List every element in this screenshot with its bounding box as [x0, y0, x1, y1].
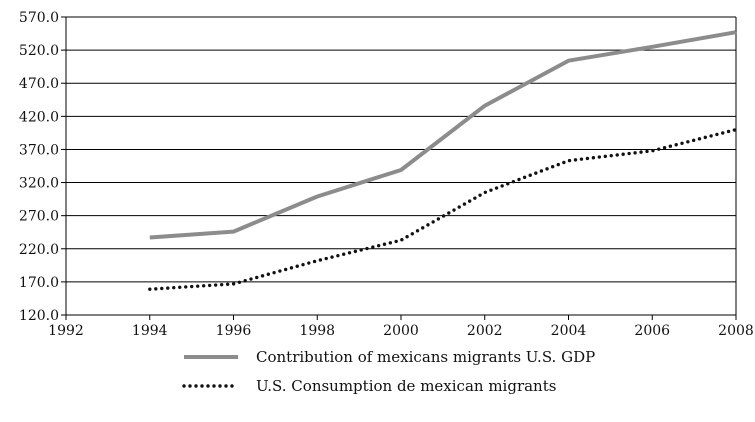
y-tick-label: 570.0 [19, 10, 59, 26]
legend-label-1: Contribution of mexicans migrants U.S. G… [256, 348, 595, 366]
y-tick-label: 270.0 [19, 209, 59, 225]
x-axis-ticks: 1992 1994 1996 1998 2000 2002 2004 2006 2008 [48, 315, 754, 339]
y-tick-label: 220.0 [19, 242, 59, 258]
grid-lines [66, 16, 736, 316]
series-line-2 [148, 127, 738, 291]
y-tick-label: 320.0 [19, 176, 59, 192]
y-tick-label: 170.0 [19, 275, 59, 291]
axes [65, 17, 737, 316]
legend: Contribution of mexicans migrants U.S. G… [182, 348, 595, 395]
x-tick-label: 2000 [383, 323, 419, 339]
x-tick-label: 2008 [718, 323, 754, 339]
x-tick-label: 1998 [299, 323, 335, 339]
series-line-1 [149, 30, 737, 240]
y-tick-label: 470.0 [19, 76, 59, 92]
y-tick-label: 370.0 [19, 142, 59, 158]
y-axis-ticks: 120.0 170.0 220.0 270.0 320.0 370.0 420.0 470.0… [19, 10, 66, 324]
x-tick-label: 2002 [467, 323, 503, 339]
y-tick-label: 120.0 [19, 308, 59, 324]
legend-label-2: U.S. Consumption de mexican migrants [256, 377, 556, 395]
y-tick-label: 520.0 [19, 43, 59, 59]
x-tick-label: 2006 [634, 323, 670, 339]
x-tick-label: 1994 [132, 323, 168, 339]
x-tick-label: 1996 [216, 323, 252, 339]
x-tick-label: 2004 [551, 323, 587, 339]
y-tick-label: 420.0 [19, 109, 59, 125]
series-lines [148, 30, 738, 291]
x-tick-label: 1992 [48, 323, 84, 339]
